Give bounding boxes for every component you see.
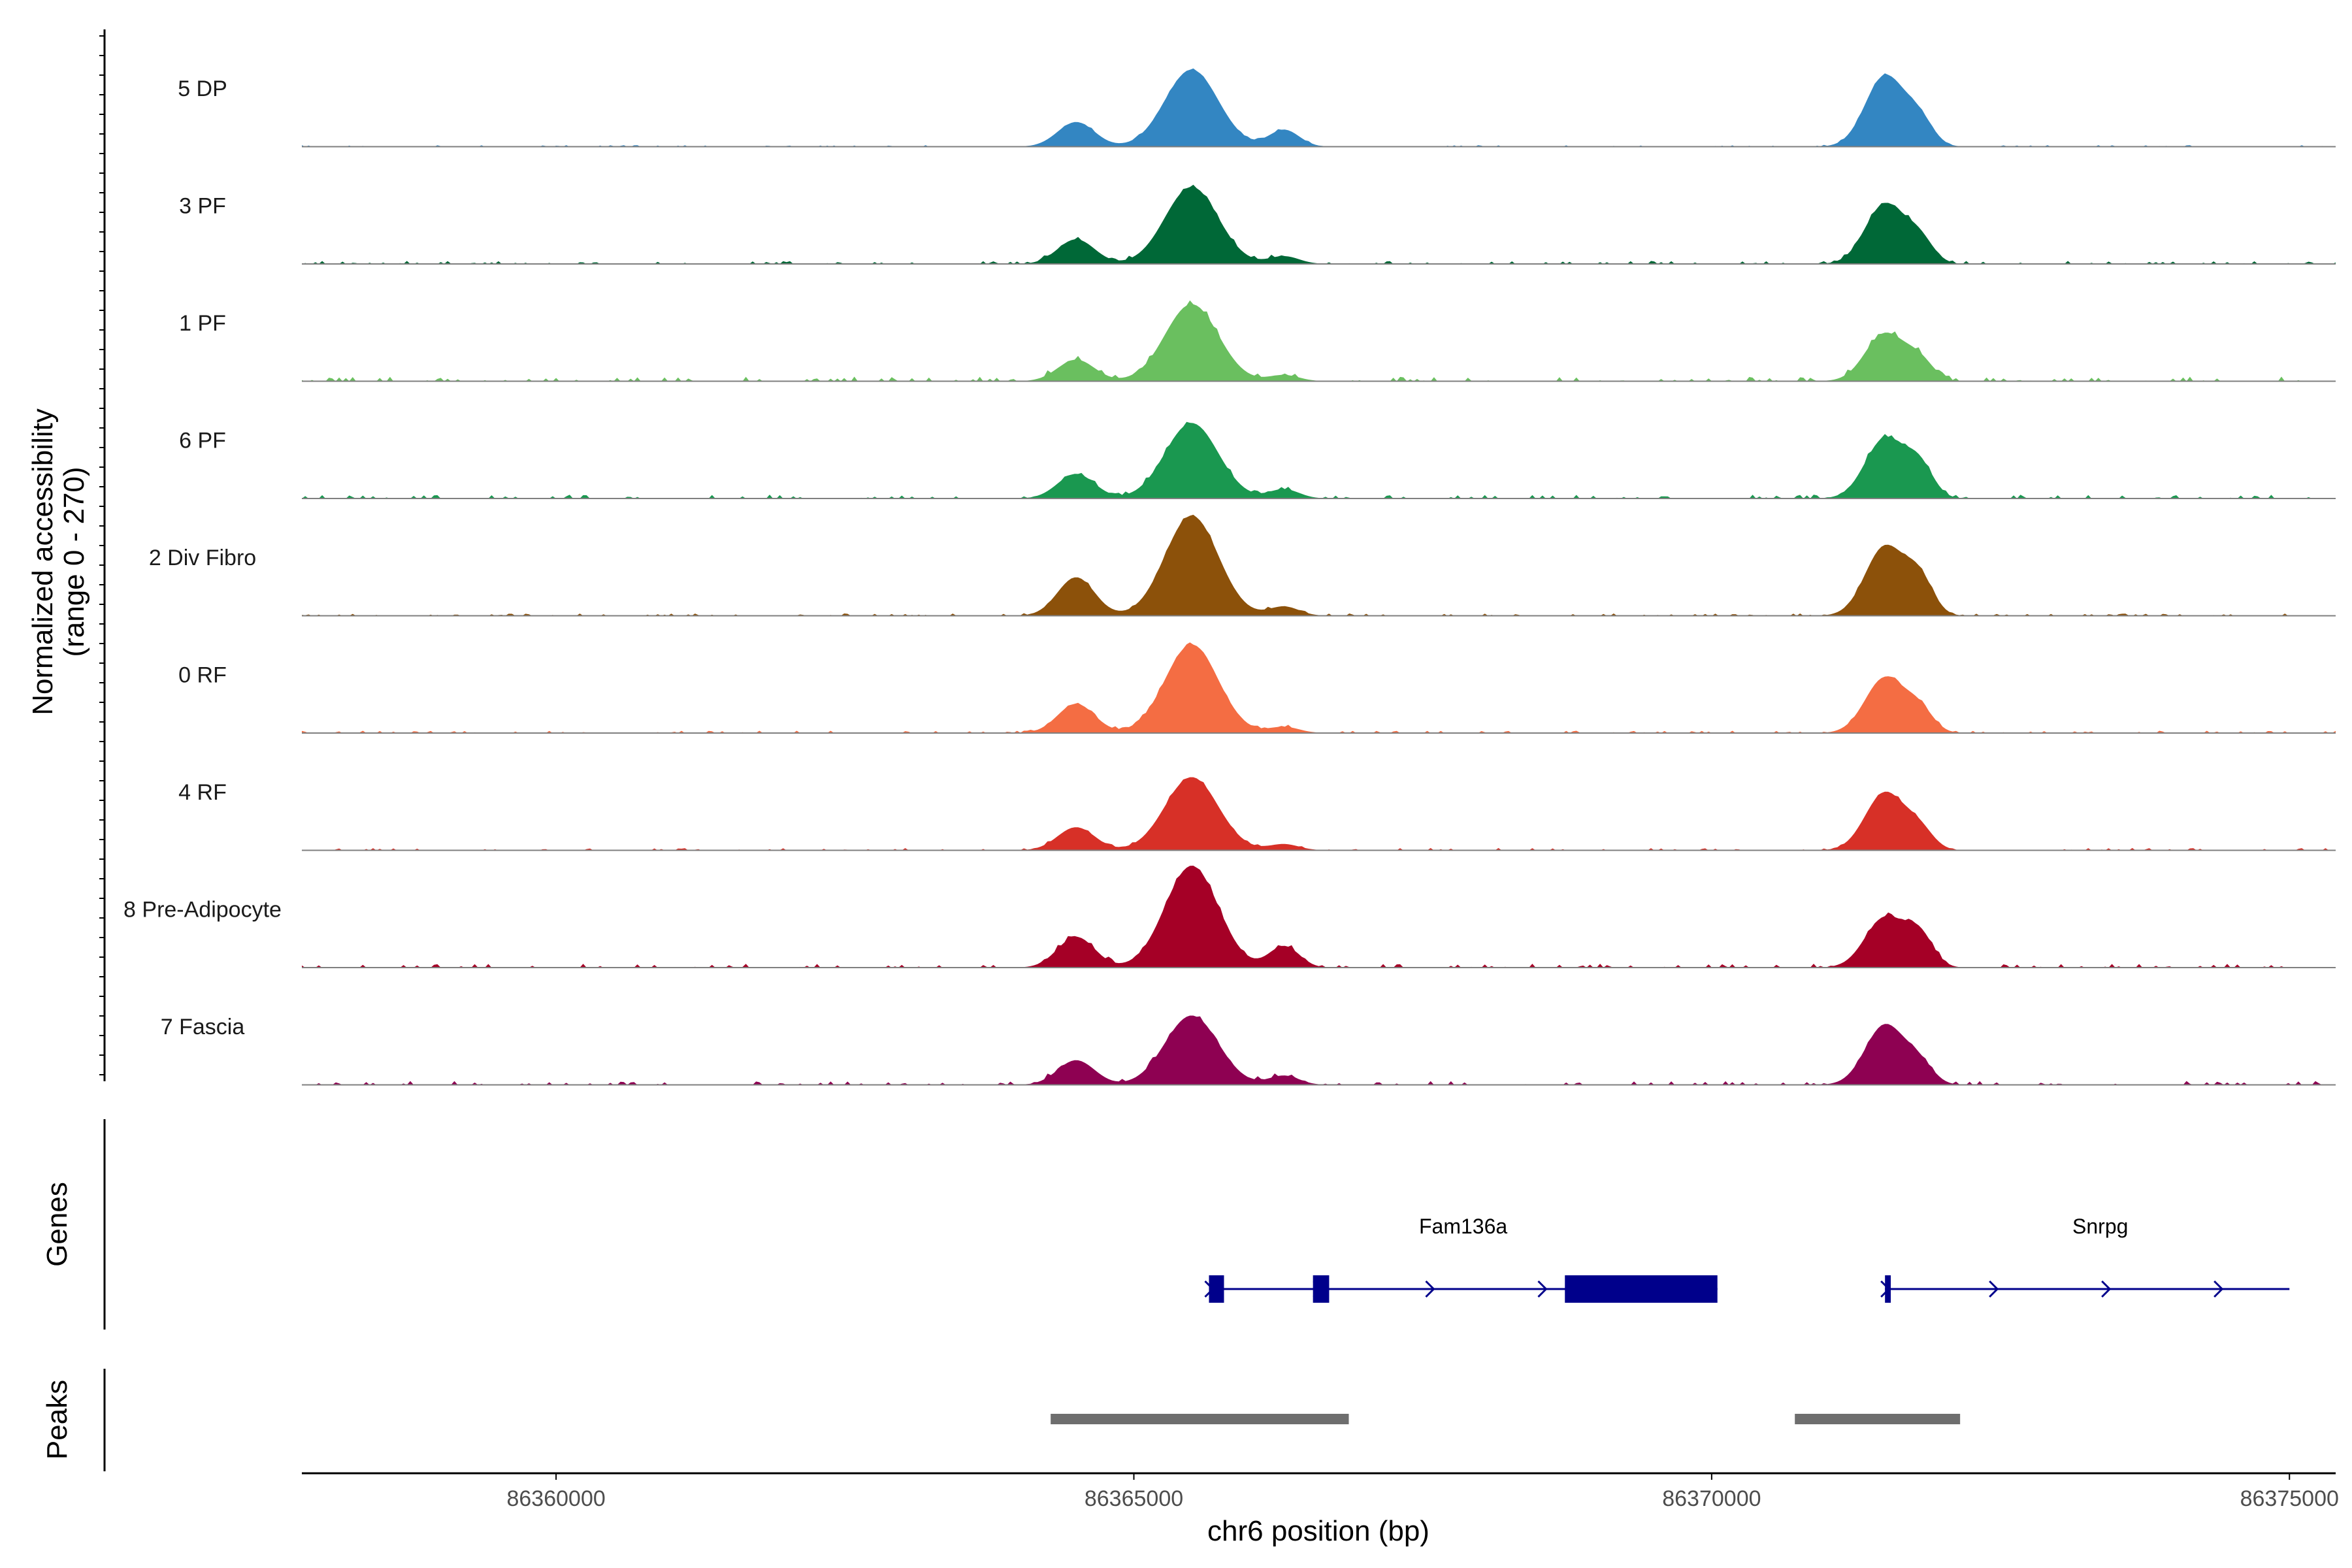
gene-fam136a: Fam136a — [1204, 1215, 1718, 1303]
peak-region — [1795, 1414, 1961, 1424]
x-axis-title: chr6 position (bp) — [1207, 1515, 1429, 1547]
y-axis-title-line2: (range 0 - 270) — [58, 466, 90, 657]
strand-arrow — [2101, 1280, 2112, 1298]
genes-panel-title: Genes — [41, 1182, 73, 1267]
coverage-area-2 — [302, 300, 2336, 382]
strand-arrow — [2213, 1280, 2224, 1298]
strand-arrow — [1989, 1280, 1999, 1298]
gene-annotation-panel: Fam136a Snrpg — [1204, 1215, 2290, 1303]
x-tick-label: 86360000 — [506, 1486, 605, 1511]
peaks-panel-title: Peaks — [41, 1380, 73, 1460]
track-3-pf: 3 PF — [179, 184, 2336, 265]
track-2-div-fibro: 2 Div Fibro — [149, 514, 2336, 617]
gene-exon — [1209, 1275, 1224, 1303]
coverage-area-4 — [302, 514, 2336, 616]
track-label: 1 PF — [179, 311, 226, 336]
track-0-rf: 0 RF — [178, 642, 2336, 734]
track-label: 3 PF — [179, 193, 226, 218]
coverage-area-5 — [302, 642, 2336, 733]
x-tick-label: 86375000 — [2240, 1486, 2339, 1511]
track-6-pf: 6 PF — [179, 421, 2336, 499]
track-label: 0 RF — [178, 662, 227, 687]
coverage-area-6 — [302, 777, 2336, 851]
y-axis-title-line1: Normalized accessibility — [27, 408, 59, 715]
coverage-area-7 — [302, 866, 2336, 968]
track-label: 4 RF — [178, 780, 227, 805]
track-1-pf: 1 PF — [179, 300, 2336, 382]
track-8-pre-adipocyte: 8 Pre-Adipocyte — [123, 866, 2336, 968]
coverage-tracks: 5 DP 3 PF 1 PF 6 PF 2 Div Fibro 0 RF 4 RF 8 Pre… — [123, 68, 2336, 1086]
strand-arrow — [1537, 1280, 1548, 1298]
peaks-panel — [1051, 1414, 1961, 1424]
coverage-y-axis-ticks — [99, 35, 105, 1075]
gene-exon — [1313, 1275, 1330, 1303]
coverage-area-3 — [302, 421, 2336, 498]
coverage-area-0 — [302, 68, 2336, 147]
x-axis-ticks: 86360000 86365000 86370000 86375000 — [506, 1473, 2339, 1511]
coverage-area-8 — [302, 1015, 2336, 1085]
strand-arrow — [1425, 1280, 1435, 1298]
gene-exon — [1565, 1275, 1718, 1303]
coverage-area-1 — [302, 184, 2336, 264]
track-label: 6 PF — [179, 428, 226, 453]
gene-name-label: Fam136a — [1419, 1215, 1507, 1238]
track-4-rf: 4 RF — [178, 777, 2336, 851]
track-label: 7 Fascia — [161, 1015, 245, 1039]
gene-name-label: Snrpg — [2072, 1215, 2128, 1238]
track-label: 5 DP — [178, 76, 227, 101]
track-label: 2 Div Fibro — [149, 546, 256, 570]
gene-snrpg: Snrpg — [1880, 1215, 2290, 1303]
gene-exon — [1885, 1275, 1891, 1303]
track-label: 8 Pre-Adipocyte — [123, 897, 282, 922]
x-tick-label: 86370000 — [1662, 1486, 1761, 1511]
x-tick-label: 86365000 — [1085, 1486, 1183, 1511]
track-7-fascia: 7 Fascia — [161, 1015, 2336, 1086]
track-5-dp: 5 DP — [178, 68, 2336, 148]
peak-region — [1051, 1414, 1349, 1424]
